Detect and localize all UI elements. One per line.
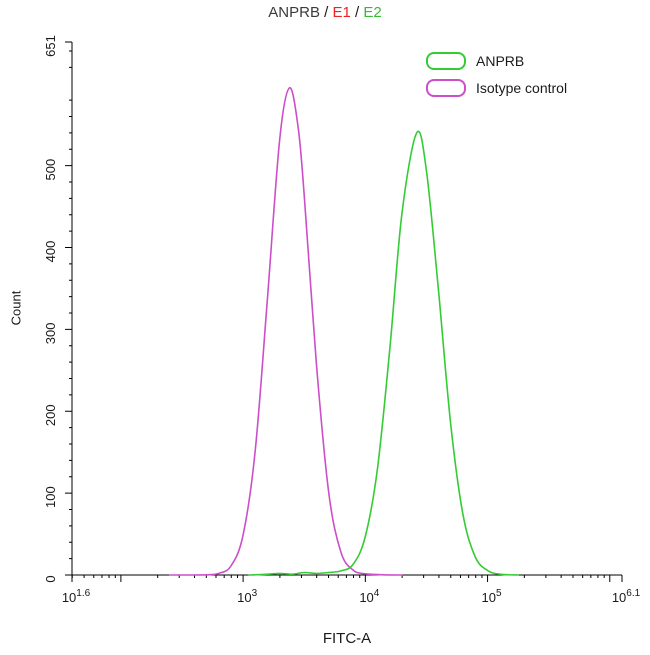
legend-item-isotype-control: Isotype control — [426, 79, 567, 97]
x-tick-label: 103 — [237, 588, 257, 605]
y-tick-label: 0 — [43, 575, 58, 582]
title-sample: ANPRB — [268, 4, 320, 21]
y-tick-label: 500 — [43, 159, 58, 181]
legend-label-isotype-control: Isotype control — [476, 80, 568, 96]
y-axis-ticks: 0 100 200 300 400 500 651 — [43, 35, 72, 583]
curve-anprb — [248, 130, 519, 576]
legend: ANPRB Isotype control — [426, 52, 567, 106]
x-tick-label: 106.1 — [612, 588, 641, 605]
x-tick-label: 101.6 — [62, 588, 91, 605]
x-tick-label: 104 — [359, 588, 379, 605]
y-tick-label: 300 — [43, 323, 58, 345]
title-gate-e2: E2 — [363, 4, 382, 21]
x-axis-title: FITC-A — [322, 630, 372, 647]
legend-item-anprb: ANPRB — [426, 52, 567, 70]
legend-swatch-isotype-control — [426, 79, 466, 97]
y-tick-label: 200 — [43, 404, 58, 426]
y-tick-label: 400 — [43, 241, 58, 263]
legend-label-anprb: ANPRB — [476, 53, 525, 69]
title-separator: / — [350, 4, 364, 21]
curve-isotype-control — [169, 86, 403, 576]
y-tick-label: 100 — [43, 486, 58, 508]
x-tick-label: 105 — [482, 588, 502, 605]
axes — [71, 42, 622, 576]
y-axis-title: Count — [8, 290, 24, 326]
x-axis-ticks: 101.6 103 104 105 106.1 — [62, 575, 641, 605]
chart-title: ANPRB / E1 / E2 — [0, 4, 650, 21]
title-gate-e1: E1 — [332, 4, 351, 21]
title-separator: / — [319, 4, 333, 21]
legend-swatch-anprb — [426, 52, 466, 70]
y-tick-label: 651 — [43, 35, 58, 57]
